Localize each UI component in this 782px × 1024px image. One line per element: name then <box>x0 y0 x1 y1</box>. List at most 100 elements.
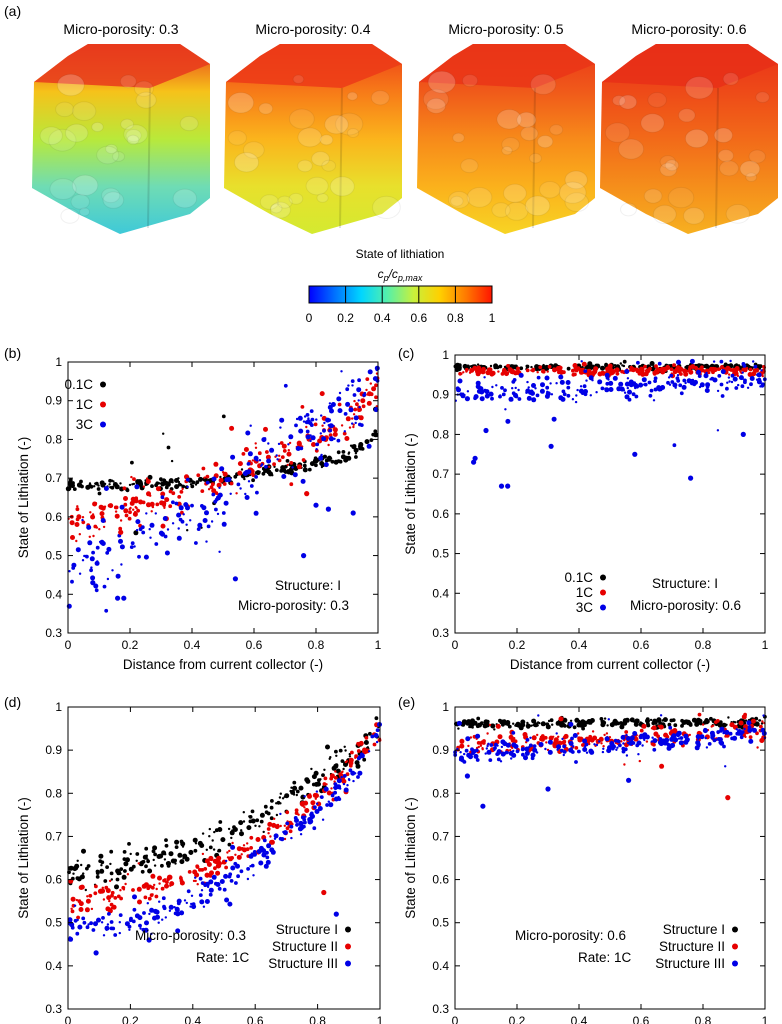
point-blue <box>675 732 681 738</box>
point-blue <box>622 742 625 745</box>
point-blue <box>524 746 530 752</box>
y-tick-label: 0.9 <box>432 388 449 402</box>
point-red <box>672 728 678 733</box>
point-blue <box>702 728 708 734</box>
point-black <box>137 480 143 486</box>
legend-label: 1C <box>576 585 594 600</box>
point-red <box>333 776 338 780</box>
point-black <box>489 364 493 368</box>
point-blue <box>746 386 750 389</box>
point-blue <box>624 394 630 400</box>
point-red <box>231 841 234 845</box>
point-black <box>110 878 114 881</box>
data-points <box>453 712 767 809</box>
point-red <box>137 899 142 905</box>
point-black <box>264 810 269 815</box>
point-blue <box>333 437 336 440</box>
point-red <box>196 883 199 886</box>
point-blue <box>737 383 740 387</box>
point-red <box>635 370 638 373</box>
point-black <box>338 748 343 753</box>
point-black <box>141 859 146 864</box>
point-red <box>563 733 569 739</box>
point-blue <box>132 907 137 912</box>
point-blue <box>305 434 311 440</box>
cube-particle <box>321 159 337 172</box>
point-red <box>75 507 80 512</box>
point-black <box>457 727 460 730</box>
point-red <box>254 442 257 445</box>
point-black <box>373 429 378 434</box>
point-red <box>654 364 658 369</box>
point-red <box>148 884 153 889</box>
point-red <box>236 846 242 852</box>
point-blue <box>334 784 339 790</box>
point-black <box>263 804 268 809</box>
point-blue <box>568 721 574 727</box>
point-red <box>296 464 302 470</box>
point-red <box>70 909 75 914</box>
point-black <box>283 795 286 798</box>
point-blue <box>521 752 525 757</box>
point-red <box>514 370 518 375</box>
legend-label: 0.1C <box>64 377 93 392</box>
point-blue <box>121 595 127 601</box>
point-red <box>562 370 566 375</box>
point-black <box>97 491 102 496</box>
point-black <box>530 365 533 369</box>
point-red <box>672 369 678 375</box>
point-blue <box>198 876 203 881</box>
charts: (b)0 0.2 0.4 0.6 0.8 10.30.40.50.60.70.80.91D… <box>4 345 769 1024</box>
point-blue <box>457 378 463 384</box>
point-red <box>749 368 752 371</box>
point-blue <box>636 360 640 365</box>
point-black <box>281 467 287 473</box>
point-blue <box>206 524 211 529</box>
point-blue <box>267 442 270 445</box>
point-red <box>342 431 347 436</box>
point-red <box>557 370 561 375</box>
point-blue <box>255 490 259 495</box>
point-blue <box>128 928 131 931</box>
point-blue <box>106 577 110 581</box>
point-red <box>218 477 224 483</box>
cube-particle <box>501 136 520 153</box>
point-blue <box>314 809 320 814</box>
point-red <box>200 868 205 872</box>
point-blue <box>512 749 515 753</box>
legend-marker-black <box>100 381 106 388</box>
cube-particle <box>640 113 665 133</box>
y-tick-label: 0.3 <box>45 1002 62 1016</box>
point-blue <box>78 572 82 575</box>
point-black <box>144 483 147 486</box>
point-blue <box>333 796 339 802</box>
point-black <box>227 842 232 847</box>
x-tick-label: 1 <box>762 1014 769 1024</box>
point-black <box>503 365 507 369</box>
point-blue <box>343 787 349 793</box>
point-blue <box>93 921 98 927</box>
annotation: Micro-porosity: 0.3 <box>135 928 246 943</box>
point-black <box>288 467 294 473</box>
point-blue <box>546 390 549 393</box>
point-blue <box>728 380 731 383</box>
legend-marker-blue <box>345 960 351 967</box>
point-red <box>271 822 277 828</box>
point-red <box>123 502 128 507</box>
point-blue <box>246 877 250 881</box>
point-blue <box>547 749 553 755</box>
point-red <box>257 451 262 456</box>
point-red <box>311 442 316 447</box>
legend-label: Structure II <box>659 939 725 954</box>
point-red <box>114 510 118 513</box>
cube-edge <box>715 87 719 229</box>
point-black <box>246 825 252 831</box>
point-black <box>278 796 282 799</box>
point-black <box>153 864 157 867</box>
point-red <box>166 877 171 881</box>
point-black <box>597 365 601 368</box>
cube-particle <box>324 114 349 135</box>
point-black <box>128 866 134 872</box>
point-blue <box>690 379 695 384</box>
point-blue <box>253 510 259 516</box>
